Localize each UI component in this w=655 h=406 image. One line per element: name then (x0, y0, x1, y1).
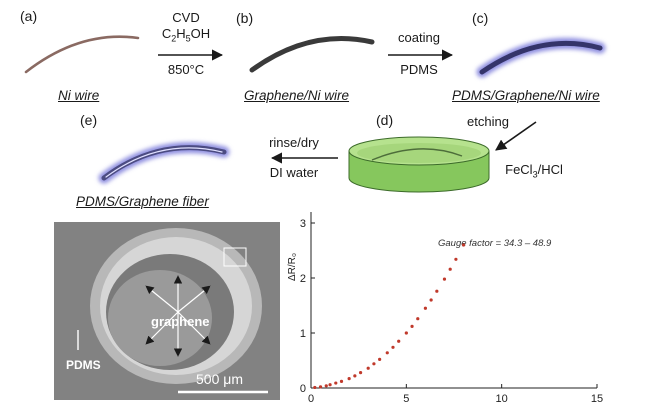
data-point-0-13 (391, 345, 395, 349)
data-point-0-12 (385, 351, 389, 355)
data-point-0-22 (448, 267, 452, 271)
fiber-inner-line (105, 147, 223, 178)
panel-label-e: (e) (80, 112, 98, 128)
panel-label-d: (d) (376, 112, 394, 128)
data-point-0-10 (372, 362, 376, 366)
pdms-text: PDMS (400, 62, 438, 77)
formula-c: C (161, 26, 172, 41)
formula-oh: OH (190, 26, 211, 41)
pdms-graphene-ni-wire (479, 41, 603, 75)
data-point-0-9 (366, 366, 370, 370)
cvd-text: CVD (172, 10, 200, 25)
caption-ni-wire: Ni wire (58, 88, 100, 103)
data-point-0-16 (410, 324, 414, 328)
data-point-0-3 (328, 383, 332, 387)
data-point-0-19 (429, 298, 433, 302)
sem-label-graphene: graphene (151, 314, 210, 329)
x-tick-label-1: 5 (403, 393, 409, 405)
sem-scale-bar-label: 500 μm (196, 371, 243, 387)
y-tick-label-1: 1 (300, 328, 306, 340)
y-axis-label: ΔR/R₀ (287, 253, 298, 281)
arrow-etching (495, 121, 537, 151)
formula-h-sub: 5 (185, 33, 191, 44)
data-point-0-6 (347, 377, 351, 381)
etchant-formula: FeCl3/HCl (494, 162, 574, 183)
gauge-factor-annotation: Gauge factor = 34.3 – 48.9 (438, 238, 552, 249)
etching-dish (348, 136, 490, 193)
sem-label-pdms: PDMS (66, 358, 101, 372)
y-tick-label-2: 2 (300, 273, 306, 285)
data-point-0-23 (454, 257, 458, 261)
data-point-0-20 (435, 289, 439, 293)
panel-label-c: (c) (472, 10, 489, 26)
caption-graphene-ni-wire: Graphene/Ni wire (244, 88, 350, 103)
formula-c-sub: 2 (171, 33, 177, 44)
data-point-0-18 (423, 306, 427, 310)
x-tick-label-0: 0 (308, 393, 314, 405)
rinse-text: rinse/dry (269, 135, 319, 150)
sem-image (54, 222, 280, 400)
x-tick-label-3: 15 (591, 393, 603, 405)
x-tick-label-2: 10 (496, 393, 508, 405)
data-point-0-15 (404, 331, 408, 335)
graphene-ni-wire (249, 36, 375, 73)
cvd-temperature: 850°C (167, 62, 205, 77)
y-tick-label-3: 3 (300, 218, 306, 230)
gauge-chart: 0 5 10 15 0 1 2 3 ΔR/R₀ Gauge factor = 34.3 – 48.… (287, 212, 603, 405)
data-point-0-4 (334, 381, 338, 385)
cvd-step-label: CVD C2H5OH (156, 10, 216, 47)
y-tick-label-0: 0 (300, 383, 306, 395)
ethanol-formula: C2H5OH (156, 26, 216, 47)
ni-wire (24, 35, 140, 74)
coating-text: coating (398, 30, 440, 45)
formula-h: H (176, 26, 186, 41)
data-point-0-0 (313, 385, 317, 390)
di-water-text: DI water (269, 165, 319, 180)
data-point-0-7 (353, 374, 357, 378)
data-point-0-5 (339, 379, 344, 383)
data-point-0-1 (318, 385, 323, 389)
data-point-0-11 (378, 357, 382, 361)
panel-label-a: (a) (20, 8, 38, 24)
caption-pdms-graphene-ni-wire: PDMS/Graphene/Ni wire (452, 88, 600, 103)
etchant-hcl: /HCl (537, 162, 563, 177)
data-point-0-14 (397, 339, 401, 343)
etching-text: etching (467, 114, 509, 129)
data-point-0-21 (442, 277, 447, 281)
etchant-sub: 3 (532, 169, 538, 180)
caption-pdms-graphene-fiber: PDMS/Graphene fiber (76, 194, 209, 209)
data-point-0-17 (416, 317, 420, 321)
data-point-0-8 (358, 371, 363, 375)
data-point-0-2 (324, 384, 328, 388)
panel-label-b: (b) (236, 10, 254, 26)
data-point-0-24 (461, 243, 466, 247)
etchant-fecl: FeCl (505, 162, 533, 177)
